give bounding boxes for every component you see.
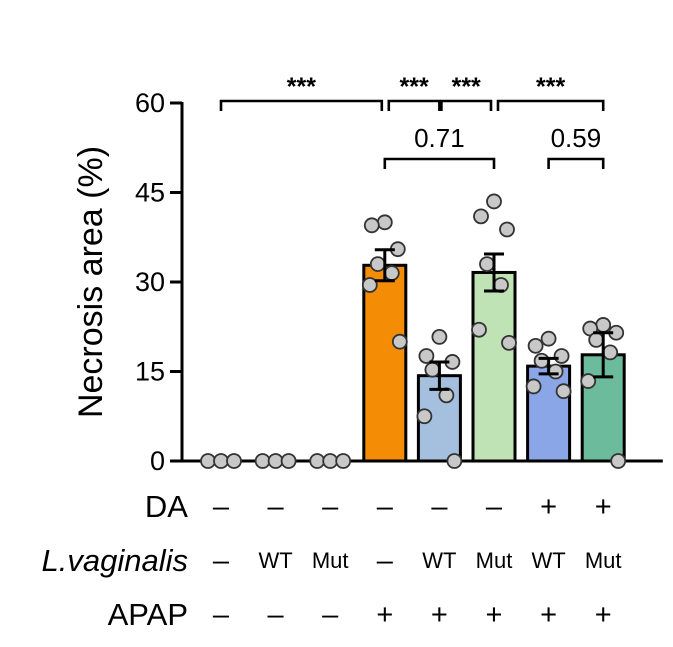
significance-bracket <box>440 99 493 111</box>
condition-cell: + <box>376 599 393 631</box>
data-point <box>473 208 489 225</box>
significance-layer: *** *** *** *** 0.71 0.59 <box>219 73 605 169</box>
data-point <box>254 453 271 469</box>
conditions-table: DA – – – – – – + +L.vaginalis – WT Mut – WT Mut WT MutAP… <box>42 489 622 632</box>
data-point <box>446 453 463 469</box>
data-point <box>479 256 495 273</box>
error-bars-layer <box>374 248 614 391</box>
data-point <box>376 214 393 231</box>
data-point <box>555 383 572 400</box>
significance-stars: *** <box>400 73 429 101</box>
data-point <box>416 408 433 425</box>
data-point <box>553 348 570 364</box>
data-point <box>363 217 380 234</box>
condition-cell: + <box>540 599 557 631</box>
data-point <box>424 361 441 378</box>
y-tick-label: 15 <box>135 357 165 387</box>
condition-cell: Mut <box>476 548 513 573</box>
data-point <box>309 453 326 469</box>
data-point <box>418 348 435 364</box>
significance-stars: *** <box>536 73 565 101</box>
condition-cell: Mut <box>585 548 622 573</box>
condition-cell: – <box>377 545 394 577</box>
significance-bracket <box>547 157 605 169</box>
y-tick-label: 30 <box>135 267 165 297</box>
data-point <box>369 256 386 273</box>
condition-cell: WT <box>422 548 456 573</box>
data-point <box>280 453 297 469</box>
significance-stars: *** <box>287 73 316 101</box>
y-tick-label: 60 <box>135 88 165 118</box>
data-point <box>226 453 242 469</box>
condition-cell: WT <box>531 548 565 573</box>
data-point <box>501 334 517 351</box>
condition-cell: – <box>268 599 285 631</box>
condition-cell: – <box>377 491 394 523</box>
data-point <box>540 330 557 347</box>
y-tick-label: 45 <box>135 178 165 208</box>
data-point <box>533 352 550 369</box>
data-point <box>527 337 544 354</box>
condition-cell: + <box>595 491 612 523</box>
condition-cell: – <box>322 599 339 631</box>
condition-cell: Mut <box>312 548 349 573</box>
significance-bracket <box>387 99 441 111</box>
significance-bracket <box>383 157 496 169</box>
condition-cell: – <box>268 491 285 523</box>
data-point <box>610 453 627 469</box>
condition-cell: – <box>486 491 503 523</box>
condition-cell: + <box>431 599 448 631</box>
data-point <box>213 453 229 469</box>
y-axis-label: Necrosis area (%) <box>72 146 110 418</box>
condition-cell: WT <box>258 548 292 573</box>
data-point <box>391 333 408 350</box>
data-point <box>471 321 487 338</box>
data-point <box>499 221 515 238</box>
data-point <box>580 373 597 389</box>
data-point <box>267 453 284 469</box>
condition-cell: – <box>213 491 230 523</box>
condition-cell: – <box>431 491 448 523</box>
condition-cell: – <box>213 545 230 577</box>
data-point <box>361 277 378 293</box>
condition-row-label: DA <box>145 489 188 524</box>
data-point <box>383 265 400 281</box>
data-point <box>322 453 339 469</box>
significance-stars: *** <box>452 73 481 101</box>
significance-bracket <box>496 99 605 111</box>
condition-cell: + <box>595 599 612 631</box>
condition-cell: + <box>486 599 503 631</box>
bar <box>471 270 517 463</box>
data-point <box>588 331 605 348</box>
condition-row-label: APAP <box>108 597 188 632</box>
condition-cell: + <box>540 491 557 523</box>
data-point <box>525 378 542 395</box>
condition-cell: – <box>322 491 339 523</box>
condition-cell: – <box>213 599 230 631</box>
y-tick-label: 0 <box>150 446 165 476</box>
bars-layer <box>362 263 626 463</box>
data-point <box>602 344 619 361</box>
data-point <box>547 363 564 380</box>
p-value-label: 0.59 <box>551 123 602 153</box>
condition-row-label: L.vaginalis <box>42 543 188 578</box>
significance-bracket <box>219 99 384 111</box>
p-value-label: 0.71 <box>414 123 465 153</box>
data-point <box>431 328 448 345</box>
data-point <box>595 317 612 333</box>
data-point <box>486 193 502 210</box>
bar <box>362 263 408 463</box>
data-point <box>335 453 352 469</box>
data-point <box>200 453 216 469</box>
